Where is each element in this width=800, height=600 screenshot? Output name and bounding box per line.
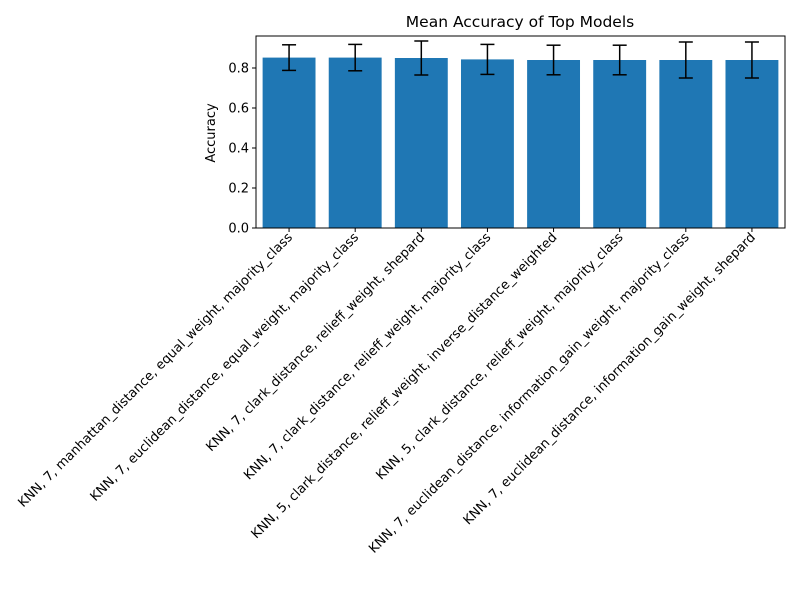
bar	[593, 60, 647, 228]
bar	[394, 58, 448, 228]
bar	[262, 57, 316, 228]
bar	[460, 59, 514, 229]
bar	[725, 60, 779, 228]
y-tick-label: 0.2	[228, 182, 249, 197]
plot-frame	[255, 35, 786, 229]
bar	[527, 60, 581, 228]
y-tick-label: 0.0	[228, 222, 249, 237]
chart-title: Mean Accuracy of Top Models	[406, 13, 634, 31]
bar	[328, 57, 382, 228]
y-tick-label: 0.4	[228, 142, 249, 157]
y-tick-label: 0.8	[228, 62, 249, 77]
bars-group	[262, 57, 779, 229]
bar	[659, 60, 713, 228]
y-axis-ticks: 0.0 0.2 0.4 0.6 0.8	[228, 62, 256, 237]
error-bars-group	[282, 40, 759, 79]
y-axis-title: Accuracy	[204, 103, 219, 163]
y-tick-label: 0.6	[228, 102, 249, 117]
